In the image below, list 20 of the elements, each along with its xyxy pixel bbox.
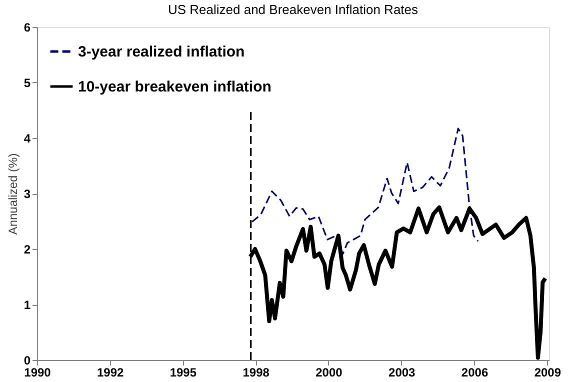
y-tick-label: 0 bbox=[24, 354, 31, 368]
line-series bbox=[251, 128, 479, 255]
y-tick-label: 5 bbox=[24, 76, 31, 90]
y-tick-label: 2 bbox=[24, 242, 31, 256]
x-tick-label: 1995 bbox=[170, 366, 197, 380]
x-tick-label: 2003 bbox=[388, 366, 416, 380]
legend-label: 3-year realized inflation bbox=[78, 44, 245, 60]
x-tick-label: 1990 bbox=[24, 366, 52, 380]
y-axis-title: Annualized (%) bbox=[6, 153, 20, 235]
y-tick-label: 4 bbox=[24, 132, 31, 146]
x-tick-label: 1998 bbox=[242, 366, 270, 380]
y-tick-label: 6 bbox=[24, 20, 31, 34]
y-tick-label: 1 bbox=[24, 298, 31, 312]
x-tick-label: 2009 bbox=[534, 366, 562, 380]
chart-title: US Realized and Breakeven Inflation Rates bbox=[168, 2, 419, 17]
x-tick-label: 2006 bbox=[461, 366, 488, 380]
y-tick-label: 3 bbox=[24, 187, 31, 201]
legend-label: 10-year breakeven inflation bbox=[78, 78, 272, 96]
x-tick-label: 2000 bbox=[316, 366, 343, 380]
x-tick-label: 1992 bbox=[96, 366, 124, 380]
